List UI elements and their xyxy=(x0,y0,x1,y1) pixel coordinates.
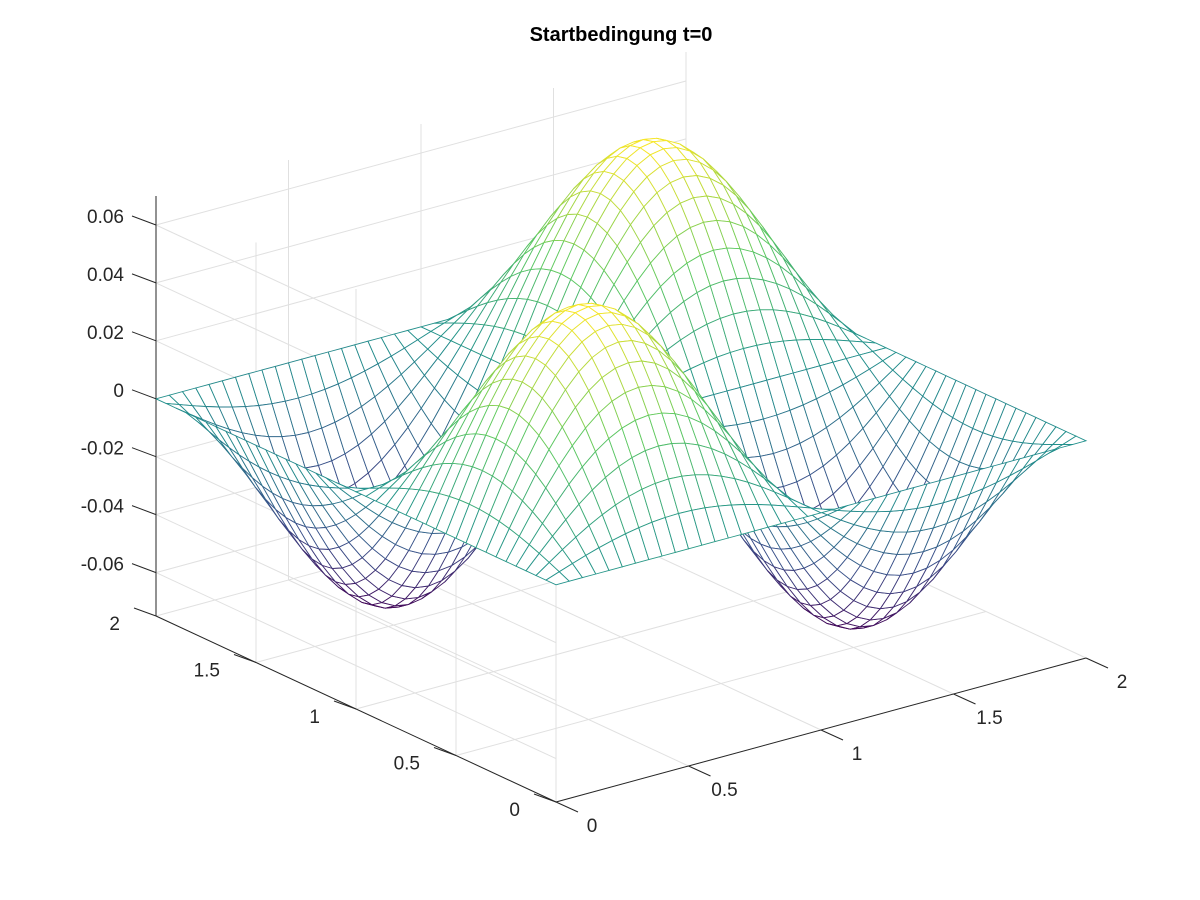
z-tick-label: 0.04 xyxy=(87,265,124,286)
x-tick-mark xyxy=(953,693,976,705)
y-tick-label: 2 xyxy=(109,614,120,635)
z-tick-mark xyxy=(131,215,157,226)
z-tick-mark xyxy=(131,563,157,574)
z-tick-mark xyxy=(131,273,157,284)
tick-labels: 0 0.5 1 1.5 2 0 0.5 1 1.5 2 -0.06 -0.04 -0.02 0 0.02 0.… xyxy=(81,207,1128,837)
x-tick-label: 1.5 xyxy=(976,708,1002,729)
grid-line xyxy=(455,611,987,756)
grid-line xyxy=(155,572,557,760)
grid-line xyxy=(155,514,557,702)
chart-title: Startbedingung t=0 xyxy=(530,24,713,46)
z-tick-label: 0.02 xyxy=(87,323,124,344)
y-tick-mark xyxy=(533,793,557,803)
y-tick-label: 0.5 xyxy=(394,754,420,775)
z-tick-mark xyxy=(131,505,157,516)
x-tick-mark xyxy=(1085,657,1109,669)
z-tick-mark xyxy=(131,447,157,458)
y-tick-mark xyxy=(433,747,457,756)
y-tick-label: 0 xyxy=(509,800,520,821)
z-tick-label: -0.06 xyxy=(81,555,124,576)
x-tick-label: 0 xyxy=(587,816,598,837)
y-tick-label: 1.5 xyxy=(194,661,220,682)
x-tick-label: 0.5 xyxy=(711,780,737,801)
x-tick-mark xyxy=(688,765,711,777)
z-tick-label: 0 xyxy=(113,381,124,402)
z-tick-label: -0.04 xyxy=(81,497,125,518)
surface-mesh xyxy=(154,137,1088,630)
z-tick-label: -0.02 xyxy=(81,439,124,460)
z-tick-label: 0.06 xyxy=(87,207,124,228)
z-tick-mark xyxy=(131,389,157,400)
y-tick-mark xyxy=(133,607,157,617)
grid-line xyxy=(155,138,687,284)
x-tick-label: 2 xyxy=(1117,672,1128,693)
y-tick-mark xyxy=(333,700,357,710)
z-tick-mark xyxy=(131,331,157,342)
y-tick-mark xyxy=(233,654,257,663)
y-tick-label: 1 xyxy=(309,707,320,728)
grid-line xyxy=(155,80,687,226)
mesh-cell xyxy=(1061,435,1088,445)
x-tick-mark xyxy=(555,801,579,813)
x-tick-label: 1 xyxy=(852,744,863,765)
x-tick-mark xyxy=(820,729,844,741)
